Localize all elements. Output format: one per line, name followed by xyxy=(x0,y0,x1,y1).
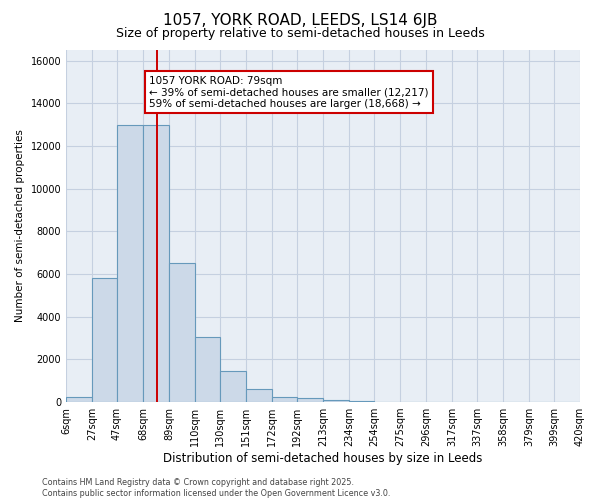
Bar xyxy=(220,371,246,402)
Bar xyxy=(323,400,349,402)
Bar xyxy=(246,390,272,402)
Bar xyxy=(117,124,143,402)
Bar xyxy=(143,124,169,402)
Text: 1057 YORK ROAD: 79sqm
← 39% of semi-detached houses are smaller (12,217)
59% of : 1057 YORK ROAD: 79sqm ← 39% of semi-deta… xyxy=(149,76,429,109)
Bar xyxy=(349,401,374,402)
Bar xyxy=(195,337,220,402)
Y-axis label: Number of semi-detached properties: Number of semi-detached properties xyxy=(15,130,25,322)
X-axis label: Distribution of semi-detached houses by size in Leeds: Distribution of semi-detached houses by … xyxy=(163,452,483,465)
Bar xyxy=(66,396,92,402)
Bar xyxy=(169,264,195,402)
Bar xyxy=(92,278,117,402)
Text: 1057, YORK ROAD, LEEDS, LS14 6JB: 1057, YORK ROAD, LEEDS, LS14 6JB xyxy=(163,12,437,28)
Text: Contains HM Land Registry data © Crown copyright and database right 2025.
Contai: Contains HM Land Registry data © Crown c… xyxy=(42,478,391,498)
Text: Size of property relative to semi-detached houses in Leeds: Size of property relative to semi-detach… xyxy=(116,28,484,40)
Bar xyxy=(272,396,297,402)
Bar xyxy=(297,398,323,402)
